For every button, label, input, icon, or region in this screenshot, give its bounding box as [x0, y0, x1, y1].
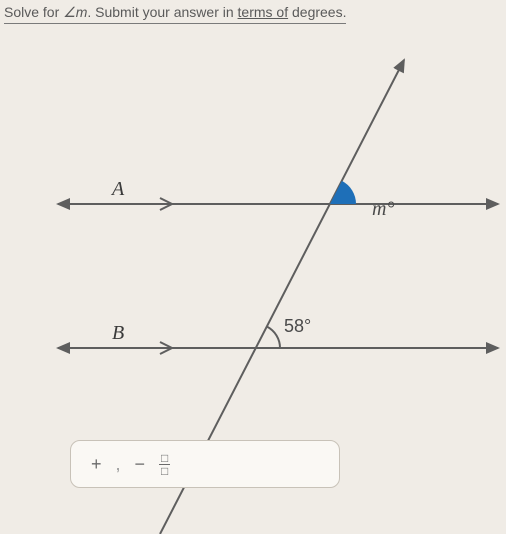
label-58: 58° [284, 316, 311, 337]
label-b: B [112, 322, 124, 345]
angle-58-marker [267, 327, 280, 348]
angle-m-marker [330, 181, 356, 204]
fraction-top: □ [159, 452, 170, 465]
answer-input-toolbar[interactable]: + , − □ □ [70, 440, 340, 488]
fraction-button[interactable]: □ □ [159, 452, 170, 477]
comma-sep: , [116, 454, 121, 475]
label-m: m° [372, 198, 394, 221]
plus-button[interactable]: + [91, 454, 102, 475]
label-a: A [112, 178, 124, 201]
root: Solve for ∠m. Submit your answer in term… [0, 0, 506, 534]
fraction-bot: □ [159, 465, 170, 477]
minus-button[interactable]: − [135, 454, 146, 475]
